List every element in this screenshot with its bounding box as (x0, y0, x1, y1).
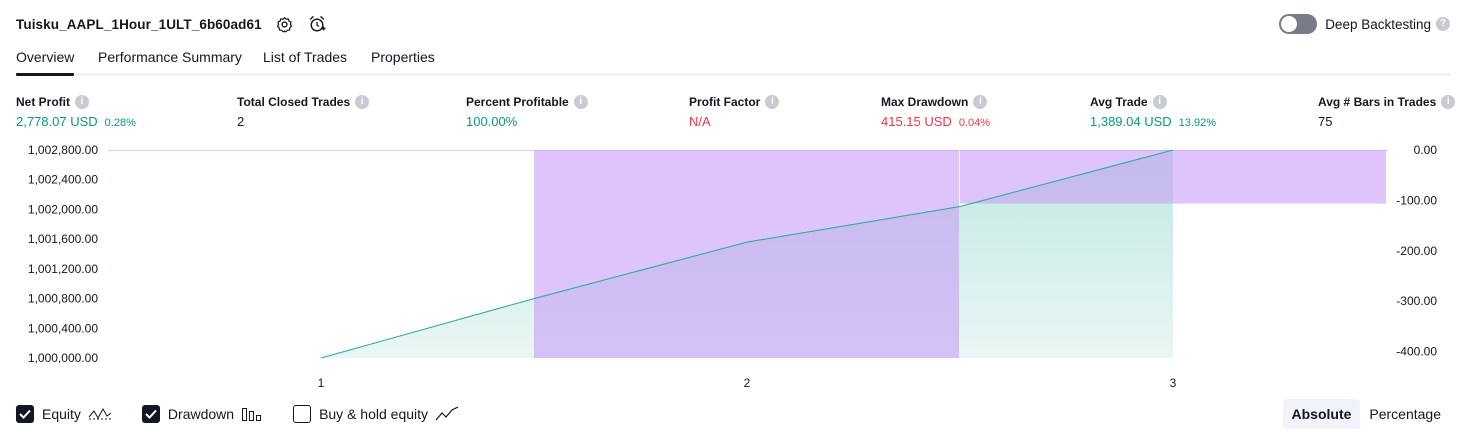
info-icon[interactable]: i (1441, 94, 1456, 109)
metric-net-profit: Net Profit i 2,778.07 USD 0.28% (16, 94, 136, 129)
metric-value: N/A (689, 114, 711, 129)
value-mode-switch: Absolute Percentage (1282, 399, 1451, 429)
tab-performance-summary[interactable]: Performance Summary (98, 49, 242, 65)
info-icon[interactable]: i (973, 94, 988, 109)
metric-value: 100.00% (466, 114, 518, 129)
left-axis-tick-label: 1,001,600.00 (28, 232, 98, 246)
equity-line (320, 149, 1174, 359)
legend-equity[interactable]: Equity (16, 405, 112, 423)
buy-hold-line-icon (435, 406, 459, 422)
settings-icon[interactable] (276, 15, 294, 33)
metric-value: 2,778.07 USD (16, 114, 98, 129)
metric-percent-profitable: Percent Profitable i 100.00% (466, 94, 588, 129)
right-axis-tick-label: -400.00 (1396, 345, 1437, 359)
help-icon[interactable]: ? (1436, 17, 1450, 31)
equity-area (321, 150, 1173, 358)
equity-checkbox[interactable] (16, 405, 34, 423)
drawdown-bars-icon (241, 406, 263, 422)
metric-percent: 13.92% (1178, 117, 1216, 129)
legend-label: Equity (42, 406, 81, 422)
right-axis-tick-label: -300.00 (1396, 294, 1437, 308)
equity-line-icon (88, 406, 112, 422)
percentage-button[interactable]: Percentage (1369, 406, 1441, 422)
metric-value: 1,389.04 USD (1090, 114, 1172, 129)
metric-label: Max Drawdown (881, 94, 969, 109)
absolute-button[interactable]: Absolute (1282, 399, 1361, 429)
drawdown-bar (960, 150, 1386, 204)
drawdown-checkbox[interactable] (141, 405, 160, 423)
metric-label: Profit Factor (689, 94, 761, 109)
x-axis-tick-label: 1 (318, 376, 325, 390)
deep-backtesting-toggle[interactable] (1279, 14, 1318, 34)
left-axis-tick-label: 1,000,000.00 (28, 351, 98, 365)
metric-label: Net Profit (16, 94, 70, 109)
buy-hold-checkbox[interactable] (293, 405, 312, 423)
right-axis: 0.00 -100.00 -200.00 -300.00 -400.00 (1396, 143, 1437, 359)
drawdown-bars (534, 150, 1386, 358)
info-icon[interactable]: i (1152, 94, 1167, 109)
metric-label: Percent Profitable (466, 94, 569, 109)
tab-properties[interactable]: Properties (371, 49, 435, 65)
metric-profit-factor: Profit Factor i N/A (689, 94, 780, 129)
toggle-knob (1281, 16, 1298, 32)
x-axis: 1 2 3 (318, 376, 1177, 390)
legend-label: Drawdown (167, 406, 235, 422)
info-icon[interactable]: i (765, 94, 780, 109)
chart-legend: Equity Drawdown Buy & hold equity (16, 404, 489, 424)
left-axis-tick-label: 1,002,400.00 (28, 173, 98, 187)
deep-backtesting-label: Deep Backtesting (1325, 16, 1431, 32)
metric-label: Avg # Bars in Trades (1318, 94, 1437, 109)
metric-total-closed-trades: Total Closed Trades i 2 (237, 94, 370, 129)
equity-area-fill (321, 150, 1173, 358)
metric-value: 415.15 USD (881, 114, 952, 129)
info-icon[interactable]: i (573, 94, 588, 109)
tab-list-of-trades[interactable]: List of Trades (263, 49, 348, 65)
left-axis-tick-label: 1,002,000.00 (28, 202, 98, 216)
left-axis: 1,002,800.00 1,002,400.00 1,002,000.00 1,00… (28, 143, 98, 365)
equity-line-path (320, 149, 1174, 359)
right-axis-tick-label: -100.00 (1396, 193, 1437, 207)
left-axis-tick-label: 1,000,800.00 (28, 292, 98, 306)
report-tabs: Overview Performance Summary List of Tra… (16, 44, 1450, 76)
legend-label: Buy & hold equity (319, 406, 429, 422)
metric-percent: 0.04% (958, 117, 991, 129)
metric-label: Total Closed Trades (237, 94, 351, 109)
tab-overview[interactable]: Overview (16, 49, 75, 76)
right-axis-tick-label: 0.00 (1414, 143, 1438, 157)
left-axis-tick-label: 1,000,400.00 (28, 321, 98, 335)
metric-percent: 0.28% (104, 117, 136, 129)
info-icon[interactable]: i (75, 94, 89, 109)
left-axis-tick-label: 1,001,200.00 (28, 262, 98, 276)
strategy-header: Tuisku_AAPL_1Hour_1ULT_6b60ad61 (16, 14, 326, 34)
deep-backtesting-control: Deep Backtesting ? (1279, 14, 1450, 34)
metric-value: 2 (237, 114, 245, 129)
metric-label: Avg Trade (1090, 94, 1148, 109)
right-axis-tick-label: -200.00 (1396, 244, 1437, 258)
x-axis-tick-label: 3 (1170, 376, 1177, 390)
drawdown-bar (534, 150, 959, 358)
left-axis-tick-label: 1,002,800.00 (28, 143, 98, 157)
legend-drawdown[interactable]: Drawdown (141, 405, 263, 423)
metric-value: 75 (1318, 114, 1333, 129)
strategy-title: Tuisku_AAPL_1Hour_1ULT_6b60ad61 (16, 16, 262, 32)
alarm-add-icon[interactable] (308, 15, 326, 33)
legend-buy-hold-equity[interactable]: Buy & hold equity (293, 405, 459, 423)
metric-avg-trade: Avg Trade i 1,389.04 USD 13.92% (1090, 94, 1216, 129)
info-icon[interactable]: i (355, 94, 370, 109)
metric-max-drawdown: Max Drawdown i 415.15 USD 0.04% (881, 94, 990, 129)
x-axis-tick-label: 2 (744, 376, 751, 390)
metric-avg-bars-in-trades: Avg # Bars in Trades i 75 (1318, 94, 1456, 129)
